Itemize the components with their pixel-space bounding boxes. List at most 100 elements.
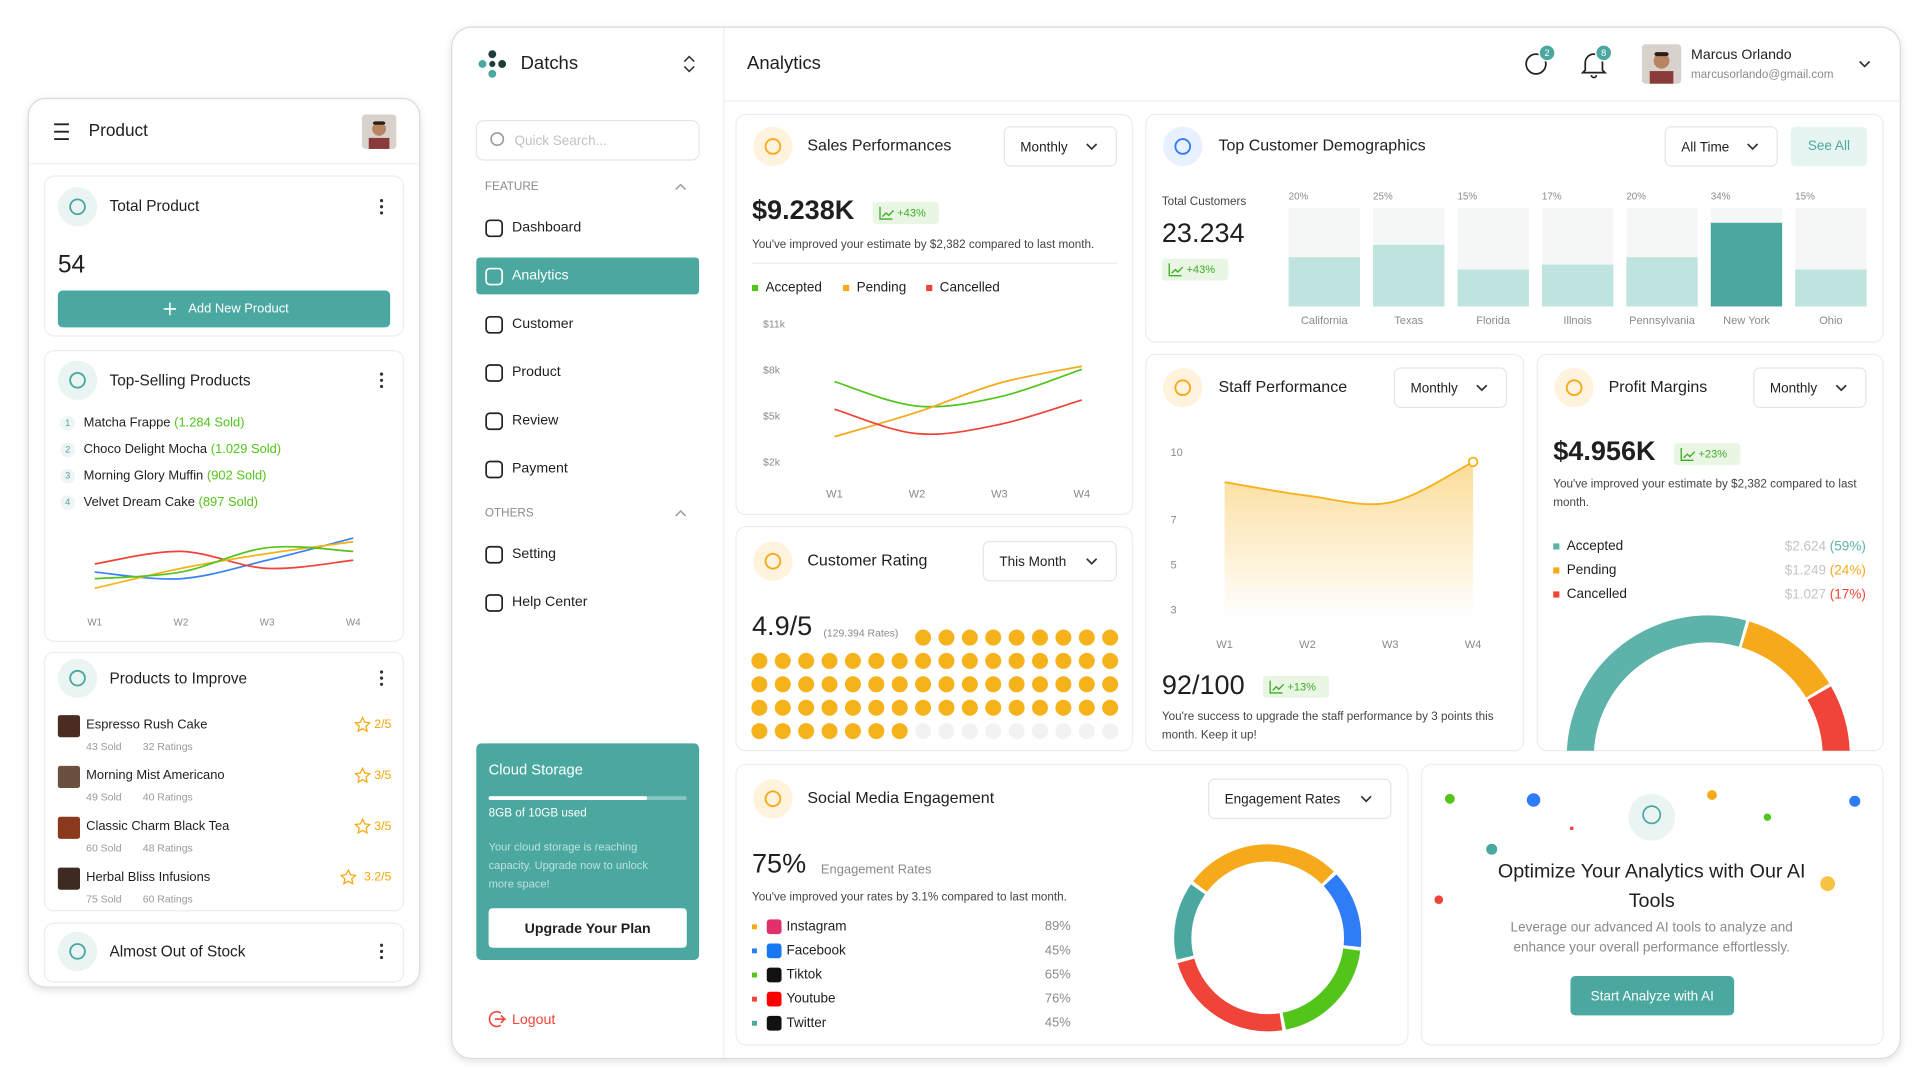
menu-item[interactable]: Review bbox=[512, 411, 559, 427]
amount: $1.249 bbox=[1785, 562, 1826, 577]
big-value: 4.9/5 bbox=[752, 610, 812, 641]
logout[interactable]: Logout bbox=[512, 1011, 555, 1027]
menu-item[interactable]: Customer bbox=[512, 315, 574, 331]
button-label[interactable]: Upgrade Your Plan bbox=[525, 920, 651, 936]
peak-marker bbox=[1467, 456, 1479, 468]
label: Espresso Rush Cake bbox=[86, 716, 207, 731]
percent: (17%) bbox=[1830, 586, 1866, 601]
dropdown[interactable]: This Month bbox=[982, 540, 1117, 582]
rating-dot bbox=[1032, 723, 1048, 740]
logout-icon[interactable] bbox=[488, 1010, 507, 1028]
ai-button[interactable] bbox=[1570, 976, 1735, 1016]
collapse-icon[interactable] bbox=[675, 183, 687, 191]
menu-item[interactable]: Help Center bbox=[512, 593, 588, 609]
search-placeholder[interactable]: Quick Search... bbox=[514, 133, 606, 148]
avatar-face bbox=[1653, 52, 1670, 69]
more-dot[interactable] bbox=[379, 211, 384, 215]
dropdown-box[interactable] bbox=[1393, 367, 1508, 409]
rating-dot bbox=[844, 699, 861, 716]
avatar-body bbox=[1649, 71, 1674, 84]
x-tick-label: W3 bbox=[991, 489, 1008, 501]
add-button[interactable] bbox=[57, 290, 391, 328]
see-all-button[interactable] bbox=[1790, 126, 1868, 167]
rating-dot bbox=[774, 699, 791, 716]
dropdown-label[interactable]: This Month bbox=[999, 554, 1066, 569]
menu-item[interactable]: Analytics bbox=[512, 267, 569, 283]
x-tick-label: W1 bbox=[87, 617, 102, 628]
section-title: FEATURE bbox=[485, 180, 539, 193]
collapse-icon[interactable] bbox=[675, 509, 687, 517]
chevron bbox=[1086, 558, 1098, 565]
dropdown-label[interactable]: Monthly bbox=[1410, 381, 1458, 396]
y-tick-label: 10 bbox=[1170, 447, 1182, 459]
dropdown-box[interactable] bbox=[1208, 778, 1392, 820]
rating-dot bbox=[1008, 723, 1025, 740]
dropdown[interactable]: Monthly bbox=[1753, 367, 1867, 409]
legend-value: $2.624 (59%) bbox=[1785, 538, 1866, 553]
more-dot[interactable] bbox=[379, 384, 384, 389]
label: 8GB of 10GB used bbox=[489, 807, 587, 820]
more-dot[interactable] bbox=[379, 955, 384, 960]
button-label[interactable]: Add New Product bbox=[188, 300, 289, 315]
menu-active[interactable] bbox=[476, 257, 700, 295]
more-dot[interactable] bbox=[379, 943, 384, 947]
card bbox=[43, 651, 405, 912]
menu-item[interactable]: Payment bbox=[512, 460, 568, 476]
more-dot[interactable] bbox=[379, 949, 384, 953]
rating-dot bbox=[868, 676, 885, 693]
dropdown-box[interactable] bbox=[982, 540, 1117, 582]
dropdown[interactable]: Engagement Rates bbox=[1208, 778, 1392, 820]
rating-dot bbox=[798, 676, 815, 693]
menu-item[interactable]: Setting bbox=[512, 545, 556, 561]
product-thumb bbox=[57, 715, 80, 738]
logo bbox=[478, 60, 487, 68]
menu-item[interactable]: Dashboard bbox=[512, 218, 581, 234]
menu-item[interactable]: Product bbox=[512, 363, 561, 379]
avatar-face bbox=[372, 122, 386, 136]
dropdown-box[interactable] bbox=[1753, 367, 1867, 409]
dropdown-label[interactable]: Monthly bbox=[1770, 381, 1818, 396]
dropdown-label[interactable]: Monthly bbox=[1020, 139, 1068, 154]
big-value: $4.956K bbox=[1553, 435, 1656, 466]
search-box[interactable] bbox=[475, 120, 700, 161]
plus-icon[interactable] bbox=[163, 302, 176, 316]
dropdown[interactable]: All Time bbox=[1664, 126, 1778, 167]
legend-value: $1.027 (17%) bbox=[1785, 586, 1866, 601]
more-dot[interactable] bbox=[379, 676, 384, 680]
note: You're success to upgrade the staff perf… bbox=[1161, 710, 1494, 743]
more-dot[interactable] bbox=[379, 205, 384, 209]
message-icon[interactable] bbox=[1525, 53, 1547, 75]
gauge-segment bbox=[1566, 615, 1747, 751]
x-tick-label: W4 bbox=[1074, 489, 1091, 501]
x-tick-label: W2 bbox=[174, 617, 189, 628]
rating-dot bbox=[985, 629, 1002, 646]
more-dot[interactable] bbox=[379, 670, 384, 674]
chevron[interactable] bbox=[1859, 60, 1871, 68]
upgrade-button[interactable] bbox=[488, 908, 687, 948]
more-dot[interactable] bbox=[379, 199, 384, 203]
total-value: 54 bbox=[58, 251, 85, 278]
button-label[interactable]: Start Analyze with AI bbox=[1591, 989, 1714, 1004]
dropdown[interactable]: Monthly bbox=[1393, 367, 1508, 409]
more-dot[interactable] bbox=[379, 372, 384, 376]
more-dot[interactable] bbox=[379, 682, 384, 686]
rating-dot bbox=[1102, 699, 1119, 716]
chevron bbox=[1476, 384, 1488, 392]
icon-bg bbox=[753, 541, 793, 581]
dropdown-box[interactable] bbox=[1003, 126, 1117, 167]
more-dot[interactable] bbox=[379, 378, 384, 382]
x-tick-label: W4 bbox=[1465, 639, 1482, 651]
card bbox=[735, 113, 1133, 516]
rating-dot bbox=[938, 652, 955, 669]
storage-text: Your cloud storage is reaching capacity.… bbox=[488, 840, 648, 890]
dropdown-box[interactable] bbox=[1664, 126, 1778, 167]
dropdown-label[interactable]: All Time bbox=[1681, 139, 1729, 154]
rating-dot bbox=[915, 723, 932, 740]
icon-bg bbox=[57, 658, 98, 698]
star-icon bbox=[339, 868, 357, 885]
dropdown-label[interactable]: Engagement Rates bbox=[1225, 792, 1341, 807]
switch-icon[interactable] bbox=[683, 55, 695, 73]
dropdown[interactable]: Monthly bbox=[1003, 126, 1117, 167]
button-label[interactable]: See All bbox=[1808, 138, 1850, 153]
